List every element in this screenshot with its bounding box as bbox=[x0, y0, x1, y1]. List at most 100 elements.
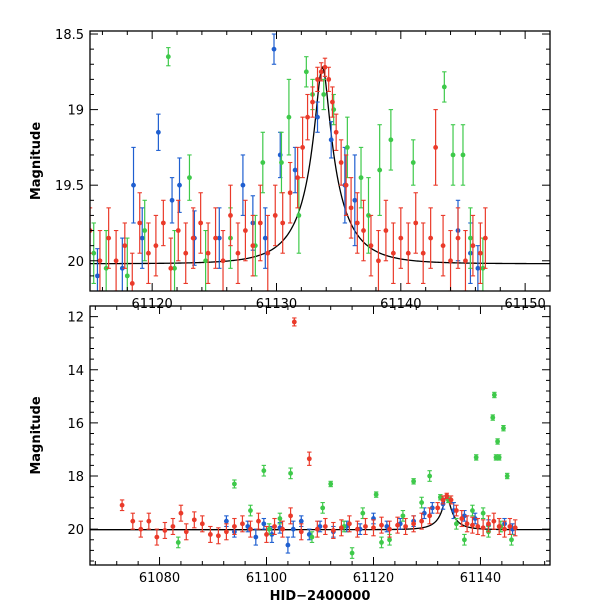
data-point-red bbox=[162, 528, 168, 533]
data-point-red bbox=[146, 518, 152, 524]
data-point-blue bbox=[261, 521, 267, 527]
data-point-green bbox=[232, 481, 237, 487]
data-point-red bbox=[428, 235, 434, 241]
data-point-red bbox=[480, 525, 486, 531]
data-point-green bbox=[419, 500, 425, 505]
data-point-green bbox=[266, 526, 272, 532]
data-point-red bbox=[198, 220, 204, 226]
data-point-red bbox=[433, 144, 439, 150]
data-point-red bbox=[322, 524, 328, 529]
data-point-red bbox=[347, 521, 352, 527]
x-tick-label: 61100 bbox=[246, 571, 287, 586]
data-point-blue bbox=[475, 265, 481, 271]
data-point-green bbox=[379, 540, 384, 545]
plot-area-bottom bbox=[90, 317, 550, 559]
y-tick-label: 14 bbox=[67, 364, 84, 379]
data-point-blue bbox=[95, 273, 100, 279]
data-point-red bbox=[363, 524, 368, 529]
data-point-red bbox=[137, 220, 143, 226]
data-point-green bbox=[495, 439, 500, 444]
data-point-green bbox=[480, 510, 486, 516]
data-point-green bbox=[491, 392, 497, 398]
data-point-red bbox=[305, 114, 310, 120]
data-point-red bbox=[122, 243, 128, 249]
data-point-red bbox=[355, 526, 360, 532]
data-point-blue bbox=[285, 542, 291, 548]
y-tick-label: 20 bbox=[67, 523, 84, 538]
data-point-blue bbox=[155, 129, 161, 135]
data-point-blue bbox=[177, 182, 182, 188]
data-point-red bbox=[455, 235, 461, 241]
data-point-red bbox=[343, 182, 349, 188]
data-point-red bbox=[314, 526, 320, 532]
data-point-red bbox=[257, 220, 263, 226]
data-point-red bbox=[298, 529, 304, 535]
data-point-green bbox=[411, 478, 417, 484]
data-point-blue bbox=[328, 137, 334, 143]
data-point-blue bbox=[223, 518, 229, 524]
x-tick-label: 61150 bbox=[504, 297, 545, 312]
data-point-red bbox=[119, 502, 125, 508]
data-point-red bbox=[183, 250, 189, 256]
data-point-green bbox=[496, 455, 502, 460]
data-point-red bbox=[326, 76, 332, 82]
x-tick-label: 61120 bbox=[353, 571, 394, 586]
y-tick-label: 19.5 bbox=[55, 179, 84, 194]
data-point-blue bbox=[269, 532, 275, 537]
data-point-red bbox=[368, 243, 374, 249]
data-point-red bbox=[502, 526, 507, 532]
data-point-green bbox=[103, 265, 109, 271]
data-point-green bbox=[344, 144, 350, 150]
data-point-red bbox=[315, 76, 320, 82]
x-tick-label: 61140 bbox=[380, 297, 421, 312]
data-point-red bbox=[383, 228, 389, 233]
data-point-red bbox=[333, 129, 339, 135]
data-point-green bbox=[450, 152, 456, 158]
data-point-red bbox=[113, 258, 119, 264]
data-point-red bbox=[361, 228, 366, 233]
panel-bottom: 61080 61100 61120 61140 12 14 16 18 20 Magnitude H… bbox=[29, 305, 551, 604]
data-point-red bbox=[496, 524, 502, 529]
series-red-bottom bbox=[119, 317, 518, 546]
data-point-red bbox=[175, 228, 181, 233]
data-point-green bbox=[328, 481, 334, 487]
data-point-red bbox=[395, 522, 400, 528]
data-point-blue bbox=[262, 235, 268, 241]
data-point-green bbox=[501, 425, 506, 431]
y-tick-label: 18 bbox=[67, 470, 84, 485]
series-red-top bbox=[90, 57, 488, 291]
data-point-blue bbox=[315, 114, 320, 120]
data-point-red bbox=[379, 522, 384, 528]
x-tick-label: 61140 bbox=[460, 571, 501, 586]
y-axis-title: Magnitude bbox=[29, 396, 44, 475]
data-point-green bbox=[277, 516, 283, 521]
data-point-red bbox=[403, 524, 408, 529]
data-point-blue bbox=[169, 197, 175, 203]
data-point-blue bbox=[131, 182, 136, 188]
data-point-red bbox=[146, 250, 151, 256]
data-point-green bbox=[175, 540, 181, 545]
data-point-green bbox=[509, 537, 514, 543]
data-point-red bbox=[280, 220, 286, 226]
plot-frame-top bbox=[89, 30, 551, 292]
data-point-red bbox=[272, 524, 277, 529]
data-point-red bbox=[318, 69, 324, 75]
data-point-red bbox=[440, 243, 446, 249]
data-point-red bbox=[444, 493, 450, 499]
data-point-red bbox=[178, 510, 184, 516]
data-point-red bbox=[338, 160, 344, 165]
panel-top: 61120 61130 61140 61150 18.5 19 19.5 20 Magnitud… bbox=[29, 28, 551, 312]
data-point-green bbox=[321, 92, 327, 97]
data-point-red bbox=[288, 513, 293, 519]
data-point-green bbox=[172, 265, 177, 271]
data-point-red bbox=[376, 258, 381, 264]
data-point-green bbox=[387, 537, 392, 543]
data-point-red bbox=[130, 518, 136, 524]
data-point-green bbox=[470, 508, 475, 513]
data-point-green bbox=[400, 513, 406, 519]
data-point-red bbox=[477, 250, 483, 256]
data-point-red bbox=[463, 258, 468, 264]
data-point-red bbox=[160, 220, 166, 226]
data-point-green bbox=[203, 258, 209, 264]
data-point-green bbox=[187, 175, 192, 181]
